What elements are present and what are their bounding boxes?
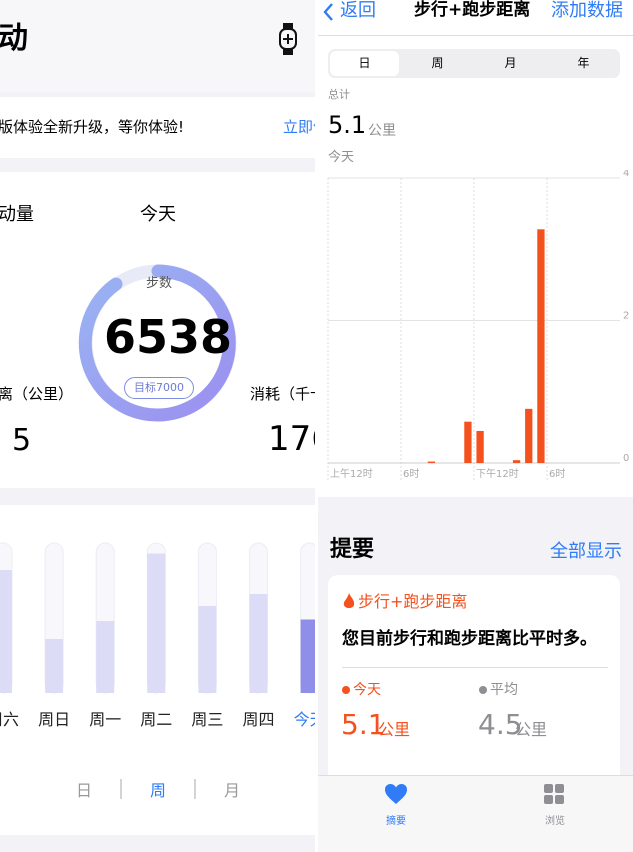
calories-value: 176: [268, 419, 315, 459]
banner-action[interactable]: 立即体: [283, 118, 315, 136]
summary-card[interactable]: [328, 575, 620, 785]
back-button[interactable]: 返回: [340, 0, 376, 21]
nav-divider: [318, 35, 633, 36]
week-label: 周日: [38, 710, 70, 729]
total-unit: 公里: [368, 123, 396, 139]
top-panel: [318, 0, 633, 497]
nav-title: 步行+跑步距离: [414, 0, 531, 20]
week-bar: [198, 606, 217, 693]
week-label: 周三: [191, 710, 223, 729]
today-value: 5.1: [341, 708, 386, 741]
week-bar: [249, 594, 268, 693]
x-tick-label: 上午12时: [330, 467, 373, 480]
week-label: 周六: [0, 710, 19, 729]
browse-tab-icon[interactable]: [544, 784, 564, 804]
bar: [427, 461, 436, 463]
summary-message: 您目前步行和跑步距离比平时多。: [342, 629, 597, 649]
x-tick-label: 6时: [403, 468, 419, 480]
week-bar: [0, 570, 12, 693]
week-bar: [147, 553, 166, 693]
segment[interactable]: 年: [577, 56, 590, 70]
x-tick-label: 6时: [549, 468, 565, 480]
calories-label: 消耗（千卡: [250, 385, 315, 403]
avg-dot: [479, 686, 487, 694]
steps-ring: [78, 264, 237, 422]
header: [0, 0, 315, 92]
bar: [464, 421, 472, 463]
week-label: 周四: [242, 710, 274, 729]
bar: [525, 408, 533, 463]
period-tab[interactable]: 周: [150, 781, 166, 800]
goal-pill: 目标7000: [124, 377, 194, 399]
summary-title: 提要: [330, 537, 375, 562]
segment[interactable]: 周: [431, 56, 444, 70]
week-bar: [45, 639, 64, 693]
x-tick-label: 下午12时: [476, 467, 519, 480]
week-bar: [96, 621, 115, 693]
watch-icon[interactable]: [276, 22, 300, 56]
add-data-button[interactable]: 添加数据: [551, 0, 623, 21]
y-tick-label: 0: [623, 453, 629, 464]
bar: [476, 430, 484, 463]
distance-label: 离（公里）: [0, 385, 74, 403]
week-label: 今天: [294, 710, 315, 729]
today-label: 今天: [140, 204, 176, 225]
activity-title: 动量: [0, 204, 34, 225]
week-label: 周一: [89, 710, 121, 729]
card-title: 步行+跑步距离: [358, 592, 468, 611]
health-app: 返回 步行+跑步距离 添加数据 日 周 月 年 总计 5.1 公里 今天 0 2 4 上午1…: [318, 0, 633, 852]
period-label: 今天: [328, 150, 355, 165]
banner[interactable]: [0, 97, 315, 158]
period-tab[interactable]: 日: [76, 781, 92, 800]
back-chevron[interactable]: [322, 2, 334, 22]
avg-value: 4.5: [478, 708, 523, 741]
today-label: 今天: [353, 682, 381, 698]
week-label: 周二: [140, 710, 172, 729]
segment[interactable]: 日: [330, 51, 399, 76]
bar: [512, 460, 521, 463]
tab-bar: [318, 775, 633, 852]
steps-label: 步数: [146, 276, 173, 291]
header-title: 动: [0, 21, 28, 56]
activity-card: [0, 172, 315, 488]
browse-tab[interactable]: 浏览: [545, 816, 565, 827]
distance-value: 5: [12, 423, 32, 458]
week-bar: [300, 619, 315, 693]
steps-value: 6538: [104, 310, 233, 364]
segment[interactable]: 月: [504, 56, 517, 70]
today-dot: [342, 686, 350, 694]
total-value: 5.1: [328, 111, 367, 139]
fitness-app: 动 版体验全新升级，等你体验! 立即体 动量 今天 步数 6538 目标7000…: [0, 0, 315, 852]
bar: [537, 229, 545, 463]
week-chart: 周六周日周一周二周三周四 今天日 周 月: [0, 542, 315, 800]
card-divider: [342, 667, 608, 668]
banner-text: 版体验全新升级，等你体验!: [0, 118, 185, 136]
summary-tab-icon[interactable]: [384, 783, 408, 805]
summary-tab[interactable]: 摘要: [386, 816, 406, 827]
total-label: 总计: [328, 88, 350, 101]
distance-chart: 0 2 4 上午12时 6时 下午12时 6时: [327, 170, 629, 481]
show-all-button[interactable]: 全部显示: [550, 541, 622, 562]
period-tab[interactable]: 月: [224, 781, 240, 800]
y-tick-label: 2: [623, 311, 629, 322]
avg-unit: 公里: [515, 720, 548, 739]
y-tick-label: 4: [623, 170, 629, 179]
segment-control: 日周月年: [328, 49, 620, 78]
today-unit: 公里: [378, 720, 411, 739]
flame-icon: [343, 593, 355, 608]
avg-label: 平均: [490, 682, 518, 698]
